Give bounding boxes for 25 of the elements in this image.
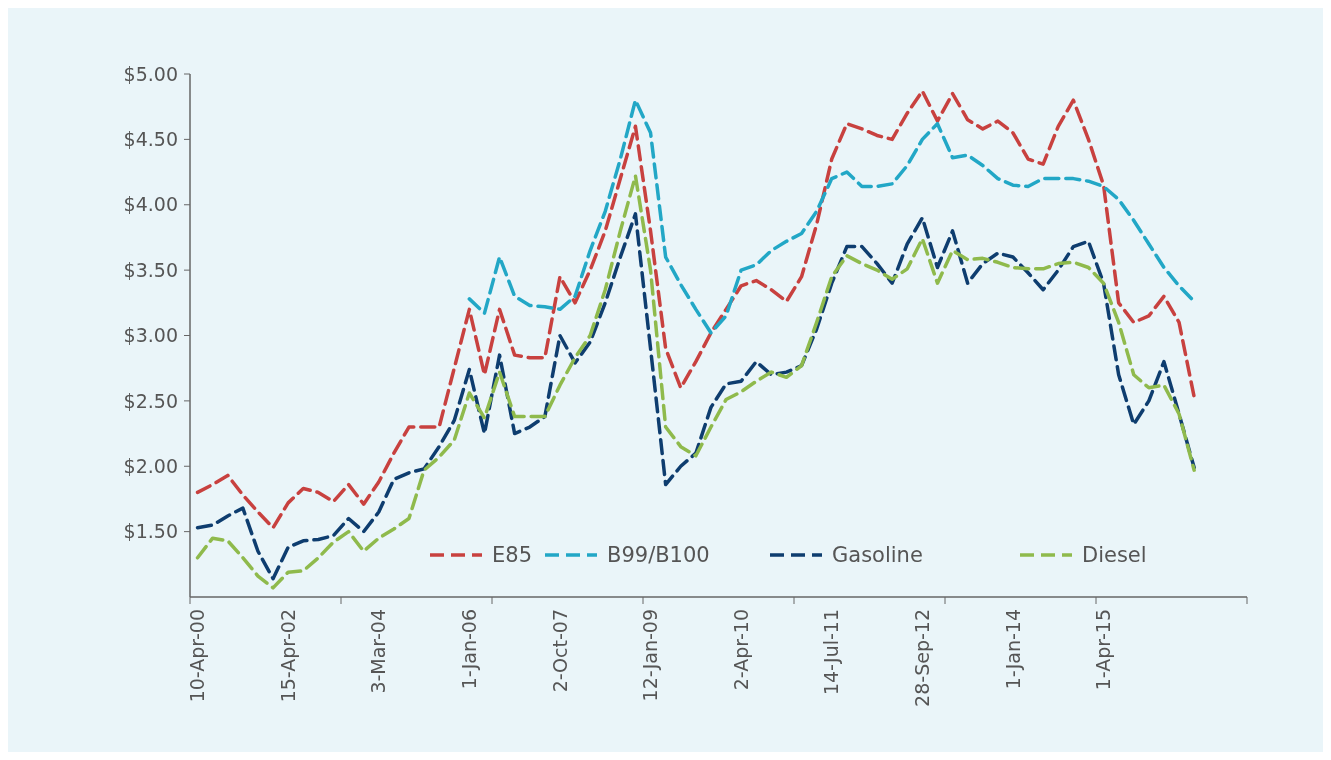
x-tick-label: 2-Apr-10 bbox=[729, 609, 752, 691]
y-tick-label: $5.00 bbox=[123, 62, 178, 85]
y-tick-label: $1.50 bbox=[123, 520, 178, 543]
x-tick-label: 15-Apr-02 bbox=[276, 609, 299, 703]
x-tick-label: 12-Jan-09 bbox=[639, 609, 662, 702]
y-tick-label: $4.00 bbox=[123, 193, 178, 216]
y-tick-label: $3.50 bbox=[123, 258, 178, 281]
x-tick-label: 10-Apr-00 bbox=[186, 609, 209, 703]
legend-label: Diesel bbox=[1082, 543, 1147, 568]
legend-label: E85 bbox=[492, 543, 532, 568]
x-tick-label: 1-Jan-06 bbox=[458, 609, 480, 690]
x-tick-label: 2-Oct-07 bbox=[548, 609, 571, 693]
y-tick-label: $2.00 bbox=[123, 454, 178, 477]
x-tick-label: 3-Mar-04 bbox=[367, 609, 390, 694]
y-tick-label: $4.50 bbox=[123, 128, 178, 151]
x-tick-label: 14-Jul-11 bbox=[820, 609, 843, 696]
x-tick-label: 1-Jan-14 bbox=[1001, 609, 1024, 690]
legend-label: B99/B100 bbox=[607, 543, 710, 568]
legend-label: Gasoline bbox=[832, 543, 923, 568]
line-series bbox=[195, 89, 1196, 530]
y-tick-label: $3.00 bbox=[123, 324, 178, 347]
x-tick-label: 1-Apr-15 bbox=[1092, 609, 1115, 691]
x-tick-label: 28-Sep-12 bbox=[911, 609, 933, 707]
line-series bbox=[467, 98, 1196, 335]
y-tick-label: $2.50 bbox=[123, 389, 178, 412]
